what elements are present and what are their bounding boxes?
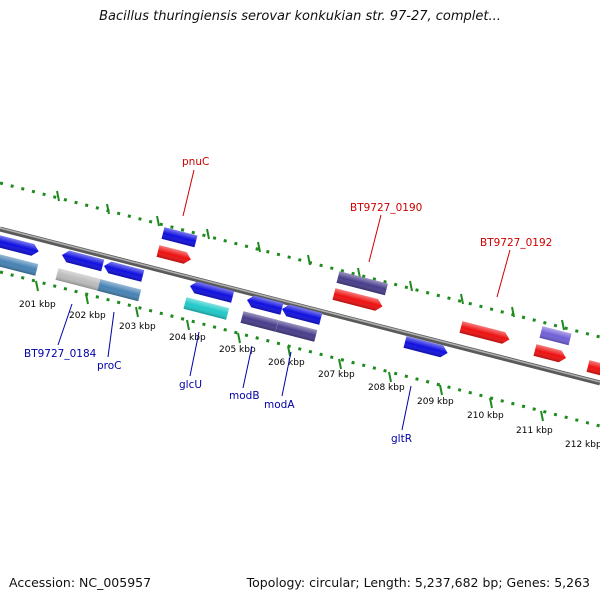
gene-feature-BT9727-0190[interactable] xyxy=(336,271,388,296)
kbp-label: 212 kbp xyxy=(565,440,600,450)
genome-summary-text: Topology: circular; Length: 5,237,682 bp… xyxy=(246,575,590,590)
gene-feature[interactable] xyxy=(539,326,572,346)
gene-feature[interactable] xyxy=(156,245,193,265)
gene-label-gltR[interactable]: gltR xyxy=(391,433,412,445)
gene-feature-modB[interactable] xyxy=(240,311,279,332)
inner-ring-ticks xyxy=(35,280,544,422)
kbp-tick-labels: 201 kbp 202 kbp 203 kbp 204 kbp 205 kbp … xyxy=(19,300,600,450)
gene-feature[interactable] xyxy=(103,260,145,282)
kbp-label: 207 kbp xyxy=(318,370,355,380)
gene-label-glcU[interactable]: glcU xyxy=(179,379,202,391)
backbone xyxy=(0,226,600,386)
label-leader-lines xyxy=(57,169,511,431)
inner-dotted-ring xyxy=(0,270,600,428)
gene-feature[interactable] xyxy=(332,288,384,312)
gene-feature[interactable] xyxy=(97,279,142,302)
gene-feature-BT9727-0192[interactable] xyxy=(459,321,511,345)
outer-ring-ticks xyxy=(56,190,565,331)
gene-features xyxy=(0,227,600,377)
map-title: Bacillus thuringiensis serovar konkukian… xyxy=(99,9,501,24)
gene-feature[interactable] xyxy=(533,344,568,364)
gene-feature-gltR[interactable] xyxy=(403,336,450,359)
gene-labels-bottom: BT9727_0184 proC glcU modB modA gltR xyxy=(24,348,412,445)
gene-label-BT9727-0184[interactable]: BT9727_0184 xyxy=(24,348,97,360)
kbp-label: 208 kbp xyxy=(368,383,405,393)
kbp-label: 210 kbp xyxy=(467,411,504,421)
gene-feature[interactable] xyxy=(0,254,39,276)
gene-feature-pnuC[interactable] xyxy=(161,227,198,248)
kbp-label: 205 kbp xyxy=(219,345,256,355)
kbp-label: 204 kbp xyxy=(169,333,206,343)
gene-label-pnuC[interactable]: pnuC xyxy=(182,156,209,168)
kbp-label: 211 kbp xyxy=(516,426,553,436)
gene-label-proC[interactable]: proC xyxy=(97,360,122,372)
gene-label-BT9727-0192[interactable]: BT9727_0192 xyxy=(480,237,552,249)
gene-labels-top: pnuC BT9727_0190 BT9727_0192 xyxy=(182,156,552,249)
outer-dotted-ring xyxy=(0,181,600,339)
gene-label-modB[interactable]: modB xyxy=(229,390,260,402)
gene-feature[interactable] xyxy=(189,280,235,303)
gene-feature-glcU[interactable] xyxy=(183,297,230,320)
gene-label-modA[interactable]: modA xyxy=(264,399,295,411)
gene-feature[interactable] xyxy=(0,235,40,257)
kbp-label: 206 kbp xyxy=(268,358,305,368)
gene-label-BT9727-0190[interactable]: BT9727_0190 xyxy=(350,202,422,214)
gene-feature[interactable] xyxy=(55,268,102,291)
accession-text: Accession: NC_005957 xyxy=(9,575,152,590)
gene-feature[interactable] xyxy=(61,249,105,272)
gene-feature[interactable] xyxy=(586,360,600,377)
gene-feature[interactable] xyxy=(246,294,284,315)
kbp-label: 201 kbp xyxy=(19,300,56,310)
kbp-label: 203 kbp xyxy=(119,322,156,332)
gene-feature-modA[interactable] xyxy=(275,320,318,342)
kbp-label: 202 kbp xyxy=(69,311,106,321)
kbp-label: 209 kbp xyxy=(417,397,454,407)
gene-feature[interactable] xyxy=(281,303,323,325)
